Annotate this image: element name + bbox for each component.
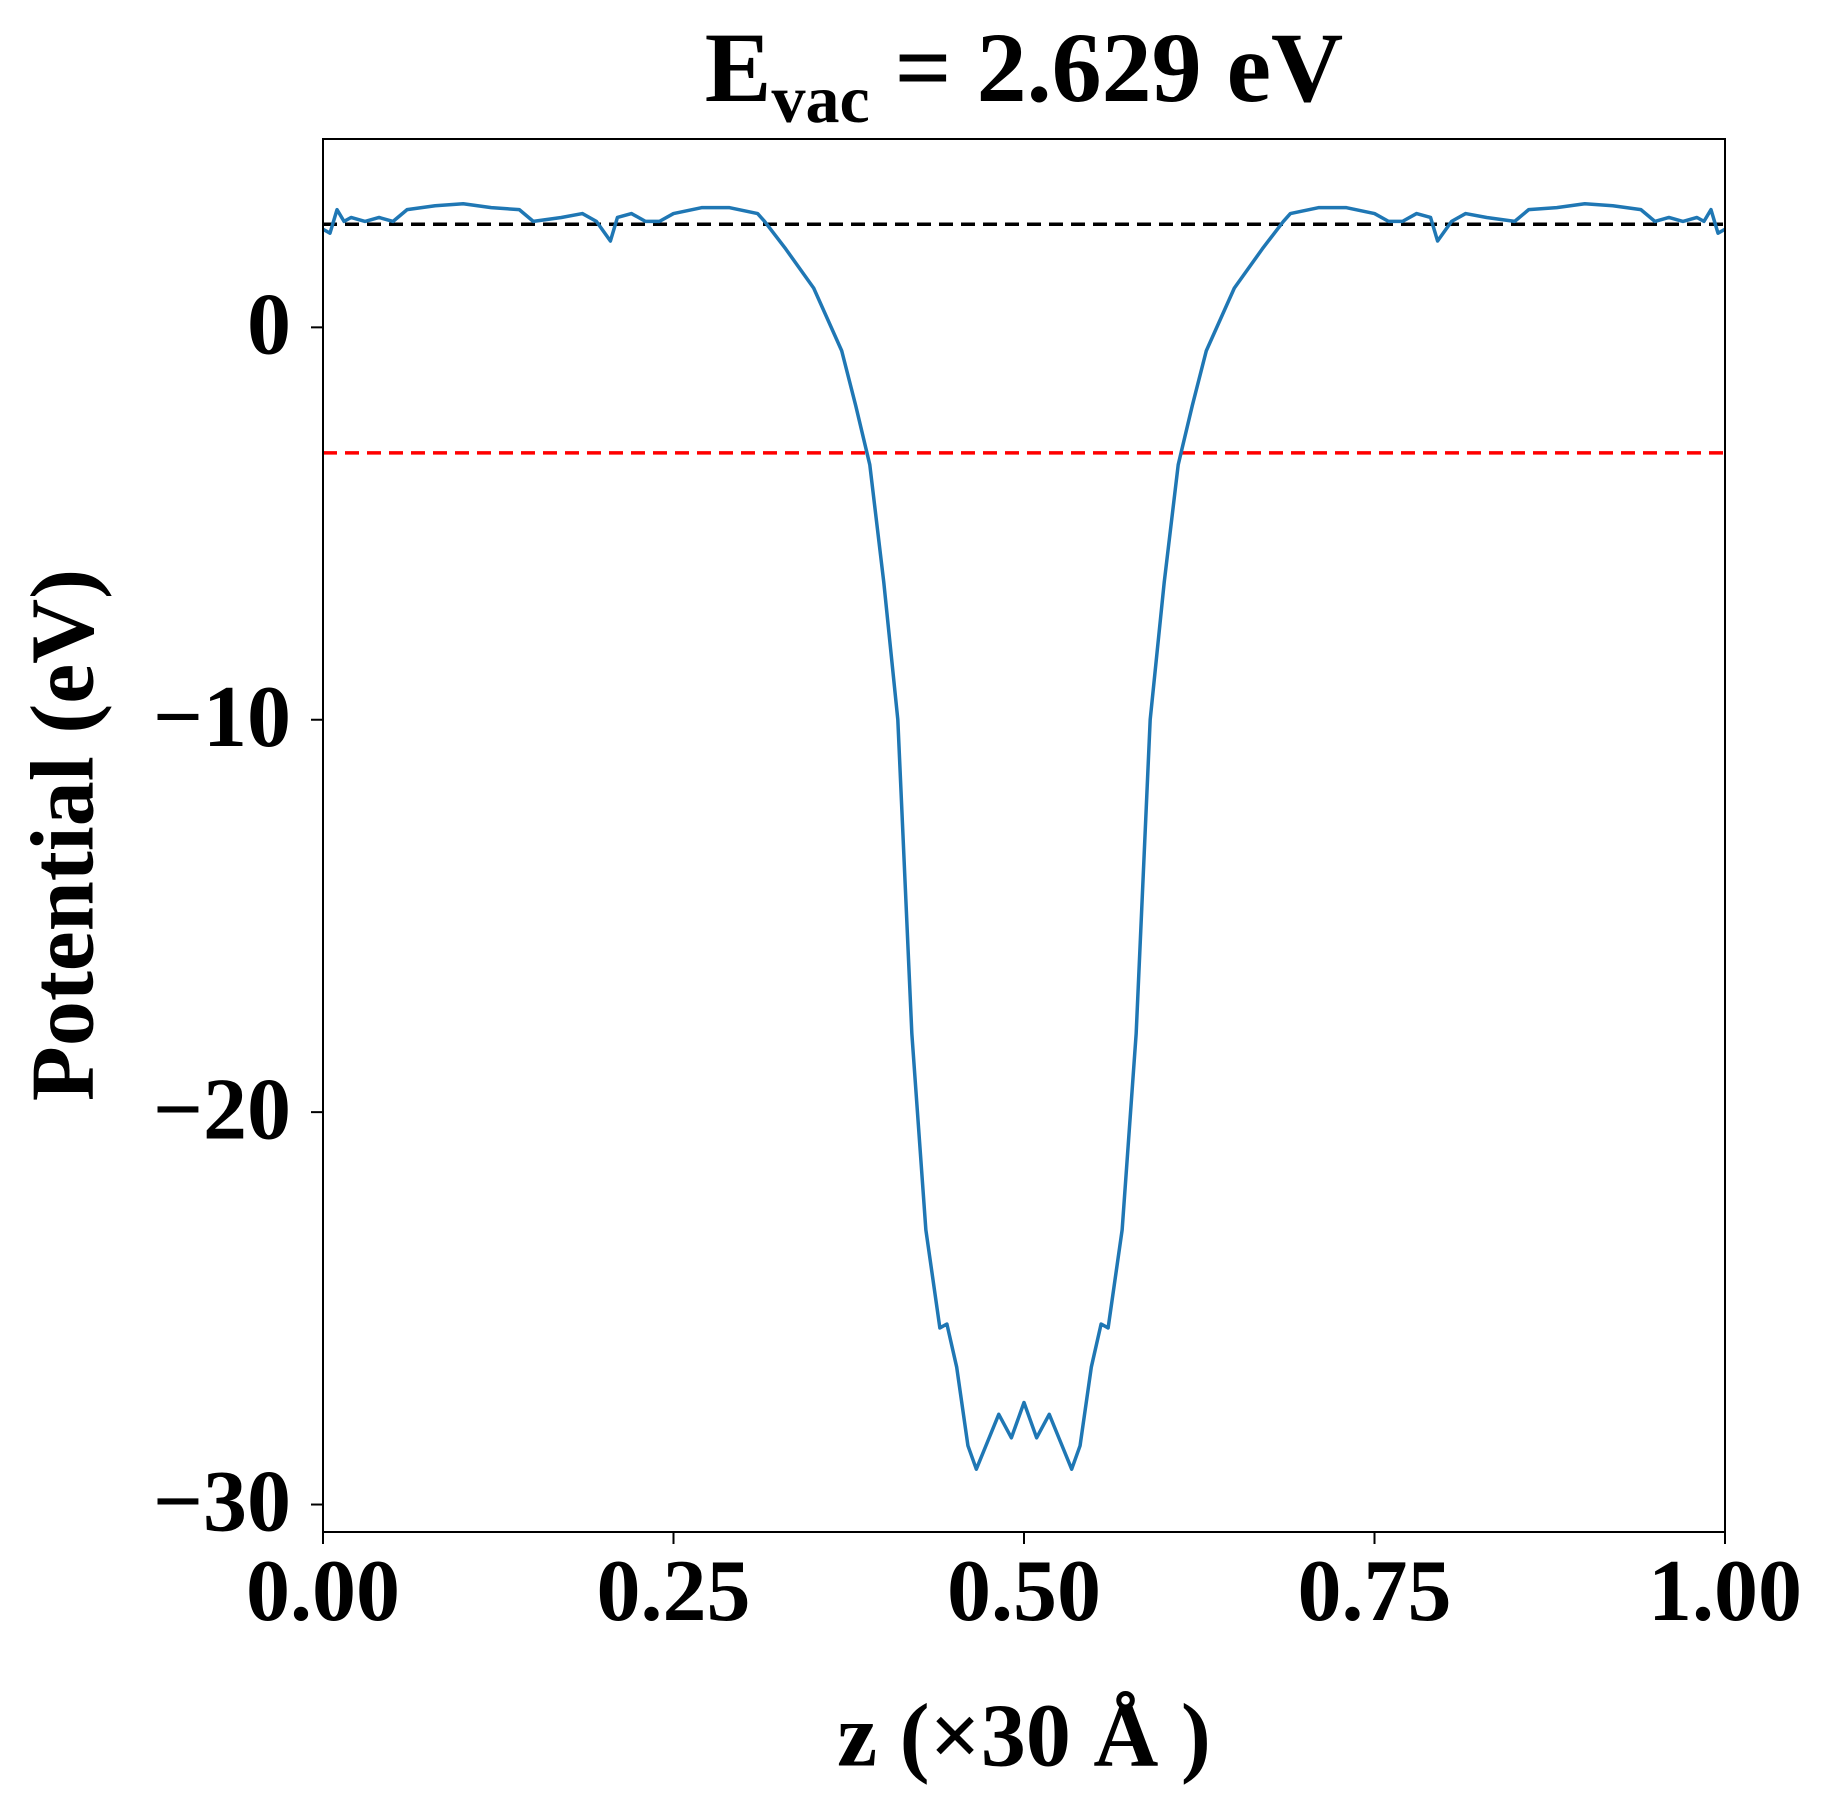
x-tick-label: 0.75	[1298, 1543, 1452, 1640]
x-axis-label: z (×30 Å )	[837, 1687, 1211, 1786]
y-tick-label: −30	[153, 1454, 291, 1551]
x-tick-label: 1.00	[1648, 1543, 1802, 1640]
x-tick-label: 0.00	[246, 1543, 400, 1640]
title-subscript: vac	[771, 61, 869, 137]
title-rest: = 2.629 eV	[870, 12, 1344, 123]
y-axis-label: Potential (eV)	[14, 569, 113, 1101]
x-tick-label: 0.25	[597, 1543, 751, 1640]
chart-title: Evac = 2.629 eV	[705, 12, 1343, 137]
x-tick-label: 0.50	[947, 1543, 1101, 1640]
y-tick-label: 0	[247, 277, 291, 374]
y-tick-label: −20	[153, 1061, 291, 1158]
data-line	[322, 202, 1726, 1471]
plot-frame	[322, 138, 1726, 1533]
title-main: E	[705, 12, 772, 123]
y-tick-label: −10	[153, 669, 291, 766]
